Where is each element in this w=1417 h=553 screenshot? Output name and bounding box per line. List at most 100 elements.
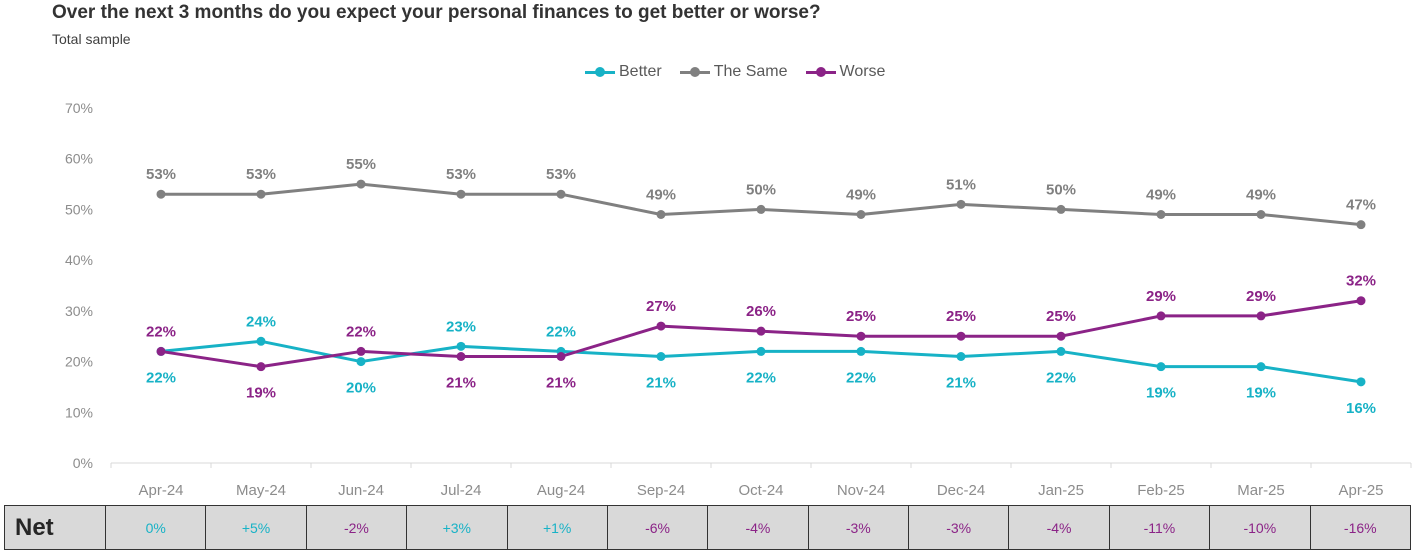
net-value-cell: -11% xyxy=(1108,505,1211,550)
data-point-the-same xyxy=(1256,210,1266,219)
data-point-the-same xyxy=(256,189,266,199)
data-point-the-same xyxy=(656,210,666,219)
data-point-the-same xyxy=(856,210,866,219)
data-point-better xyxy=(1256,362,1266,372)
net-value-cell: -16% xyxy=(1309,505,1411,550)
x-tick-label: Dec-24 xyxy=(937,482,985,499)
chart-title: Over the next 3 months do you expect you… xyxy=(52,2,821,23)
net-value-cell: +1% xyxy=(506,505,608,550)
x-tick-label: May-24 xyxy=(236,482,286,499)
data-label-worse: 21% xyxy=(446,375,476,392)
data-point-the-same xyxy=(556,189,566,199)
x-tick-label: Oct-24 xyxy=(738,482,783,499)
data-point-better xyxy=(1356,377,1366,387)
data-label-better: 20% xyxy=(346,380,376,397)
data-point-better xyxy=(1156,362,1166,372)
data-label-worse: 21% xyxy=(546,375,576,392)
y-tick-label: 0% xyxy=(73,455,93,471)
data-label-the-same: 49% xyxy=(846,187,876,204)
x-tick-label: Feb-25 xyxy=(1137,482,1185,499)
data-point-worse xyxy=(1056,331,1066,341)
y-tick-label: 60% xyxy=(65,151,93,167)
data-label-worse: 22% xyxy=(146,323,176,340)
data-label-better: 24% xyxy=(246,313,276,330)
data-point-worse xyxy=(156,346,166,356)
x-tick-label: Apr-24 xyxy=(138,482,183,499)
data-point-worse xyxy=(556,352,566,361)
x-tick-label: Nov-24 xyxy=(837,482,885,499)
y-tick-label: 70% xyxy=(65,100,93,116)
legend-label-the-same: The Same xyxy=(713,63,788,80)
net-value-cell: -6% xyxy=(606,505,709,550)
x-tick-label: Apr-25 xyxy=(1338,482,1383,499)
data-point-the-same xyxy=(956,199,966,209)
y-tick-label: 20% xyxy=(65,354,93,370)
data-label-the-same: 51% xyxy=(946,176,976,193)
data-point-worse xyxy=(956,331,966,341)
x-tick-label: Mar-25 xyxy=(1237,482,1285,499)
data-label-the-same: 53% xyxy=(246,166,276,183)
data-label-the-same: 55% xyxy=(346,156,376,173)
data-label-worse: 27% xyxy=(646,298,676,315)
net-table: Net 0% +5% -2% +3% +1% -6% -4% -3% -3% -4% -11% -10… xyxy=(4,505,1411,550)
legend-swatch-the-same xyxy=(679,64,710,80)
legend-item-worse: Worse xyxy=(805,63,885,81)
data-point-the-same xyxy=(456,189,466,199)
data-point-better xyxy=(256,336,266,346)
net-value-cell: 0% xyxy=(104,505,207,550)
data-label-better: 22% xyxy=(746,369,776,386)
data-point-worse xyxy=(656,321,666,331)
net-value-cell: +5% xyxy=(205,505,307,550)
x-tick-label: Jun-24 xyxy=(338,482,384,499)
data-label-worse: 19% xyxy=(246,385,276,402)
net-value-cell: -3% xyxy=(807,505,910,550)
data-point-better xyxy=(856,346,866,356)
data-point-the-same xyxy=(156,189,166,199)
data-label-better: 21% xyxy=(646,375,676,392)
y-tick-label: 40% xyxy=(65,252,93,268)
data-point-better xyxy=(356,357,366,367)
data-point-the-same xyxy=(1156,210,1166,219)
data-point-the-same xyxy=(1356,220,1366,230)
data-point-the-same xyxy=(356,179,366,189)
data-label-the-same: 50% xyxy=(746,181,776,198)
data-label-the-same: 50% xyxy=(1046,181,1076,198)
data-point-better xyxy=(756,346,766,356)
data-label-worse: 25% xyxy=(946,308,976,325)
data-point-worse xyxy=(256,362,266,372)
net-value-cell: -4% xyxy=(1008,505,1110,550)
data-point-worse xyxy=(756,326,766,336)
data-label-worse: 32% xyxy=(1346,273,1376,290)
y-tick-label: 30% xyxy=(65,303,93,319)
data-point-worse xyxy=(356,346,366,356)
data-label-better: 22% xyxy=(1046,369,1076,386)
data-label-better: 22% xyxy=(846,369,876,386)
data-label-the-same: 47% xyxy=(1346,197,1376,214)
x-tick-label: Sep-24 xyxy=(637,482,685,499)
x-tick-label: Aug-24 xyxy=(537,482,585,499)
data-label-worse: 29% xyxy=(1146,288,1176,305)
data-point-better xyxy=(456,341,466,351)
data-point-the-same xyxy=(1056,204,1066,214)
data-point-worse xyxy=(456,352,466,361)
net-row: Net 0% +5% -2% +3% +1% -6% -4% -3% -3% -4% -11% -10… xyxy=(4,505,1411,550)
data-label-better: 22% xyxy=(546,323,576,340)
legend-swatch-worse xyxy=(805,64,836,80)
data-label-the-same: 49% xyxy=(1146,187,1176,204)
net-value-cell: +3% xyxy=(406,505,508,550)
data-label-worse: 25% xyxy=(846,308,876,325)
line-chart: 0% 10% 20% 30% 40% 50% 60% 70% Apr-24 May-24 Jun-2… xyxy=(65,100,1412,499)
data-point-worse xyxy=(1256,311,1266,321)
data-label-the-same: 49% xyxy=(1246,187,1276,204)
legend-item-the-same: The Same xyxy=(679,63,788,81)
data-point-the-same xyxy=(756,204,766,214)
y-tick-label: 10% xyxy=(65,404,93,420)
net-value-cell: -3% xyxy=(907,505,1010,550)
data-label-the-same: 53% xyxy=(446,166,476,183)
x-tick-label: Jul-24 xyxy=(441,482,482,499)
data-label-worse: 25% xyxy=(1046,308,1076,325)
net-value-cell: -2% xyxy=(305,505,408,550)
y-tick-label: 50% xyxy=(65,201,93,217)
data-label-better: 16% xyxy=(1346,400,1376,417)
data-label-the-same: 53% xyxy=(146,166,176,183)
